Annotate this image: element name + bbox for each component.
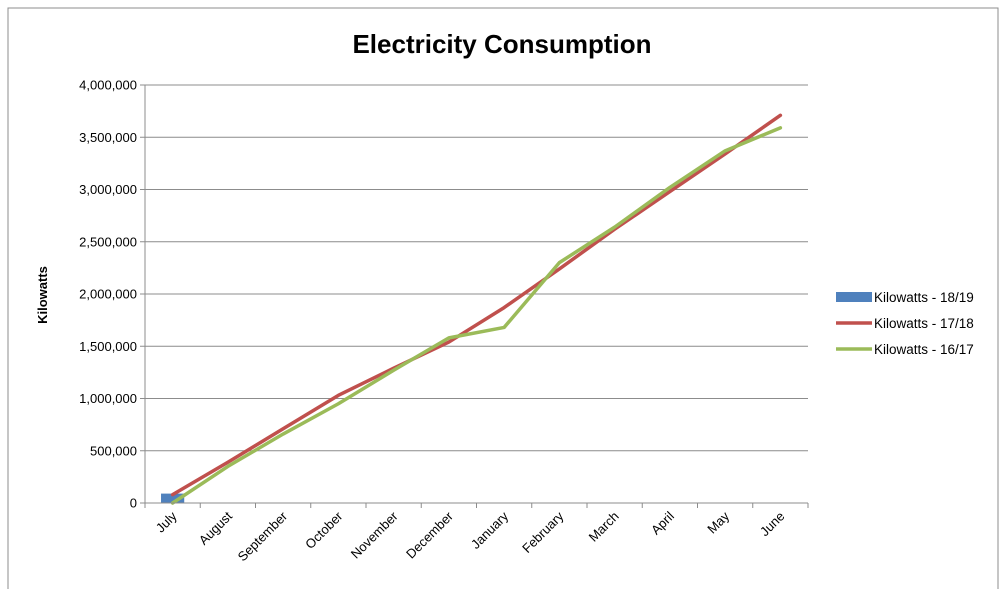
y-tick-label: 3,000,000 [79,182,137,197]
bar-series [161,493,185,503]
series-line [170,113,783,497]
y-tick-label: 2,500,000 [79,234,137,249]
line-series [170,113,783,505]
y-tick-label: 500,000 [90,443,137,458]
y-tick-label: 1,500,000 [79,339,137,354]
y-axis-label: Kilowatts [35,266,50,324]
y-tick-label: 3,500,000 [79,130,137,145]
legend-label: Kilowatts - 16/17 [874,342,974,357]
y-axis-ticks: 0 500,000 1,000,000 1,500,000 2,000,000 2,500… [79,78,145,511]
chart-title: Electricity Consumption [352,29,651,59]
y-tick-label: 1,000,000 [79,391,137,406]
chart-border [7,7,999,589]
legend-swatch [836,292,872,302]
axes [144,85,808,504]
legend-label: Kilowatts - 18/19 [874,290,974,305]
legend: Kilowatts - 18/19 Kilowatts - 17/18 Kilowa… [836,290,974,357]
bar [161,493,185,503]
y-tick-label: 0 [130,496,137,511]
legend-label: Kilowatts - 17/18 [874,316,974,331]
y-tick-label: 2,000,000 [79,287,137,302]
series-line [170,126,783,505]
y-tick-label: 4,000,000 [79,78,137,93]
